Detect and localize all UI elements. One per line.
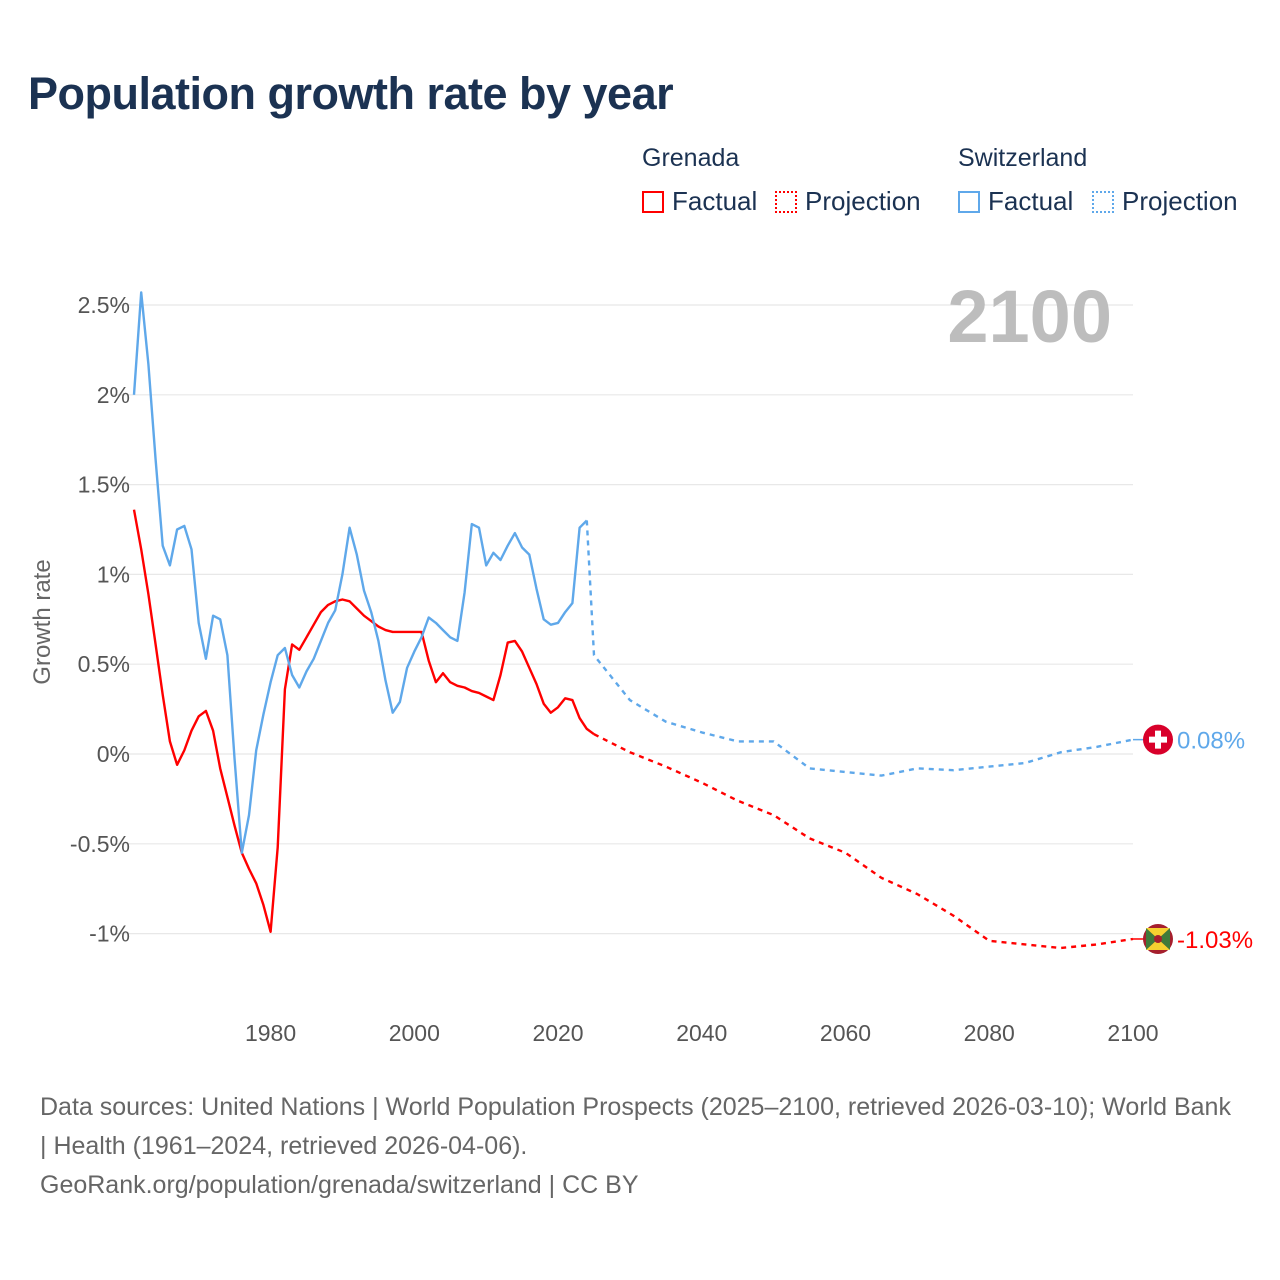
legend-swatch-dotted-icon	[775, 190, 797, 213]
y-tick-label: 1.5%	[78, 472, 130, 498]
x-tick-label: 2060	[820, 1020, 871, 1046]
y-axis-label: Growth rate	[29, 559, 56, 684]
chart-title: Population growth rate by year	[28, 68, 674, 119]
y-tick-label: 2%	[97, 382, 130, 408]
legend-group-grenada: Grenada	[642, 144, 740, 172]
end-value-label: -1.03%	[1177, 927, 1253, 954]
legend-grenada-projection[interactable]: Projection	[775, 186, 921, 217]
footer: Data sources: United Nations | World Pop…	[40, 1088, 1240, 1205]
legend-swatch-solid-icon	[642, 190, 664, 213]
x-tick-label: 2040	[676, 1020, 727, 1046]
y-tick-label: 0%	[97, 741, 130, 767]
legend-grenada-factual[interactable]: Factual	[642, 186, 757, 217]
x-tick-label: 2100	[1107, 1020, 1158, 1046]
grenada-flag-icon	[1143, 923, 1173, 954]
legend-label: Factual	[988, 186, 1074, 216]
x-tick-label: 2080	[964, 1020, 1015, 1046]
legend-switzerland-factual[interactable]: Factual	[958, 186, 1073, 217]
series-line-switzerland-projection	[585, 520, 1134, 777]
data-sources: Data sources: United Nations | World Pop…	[40, 1093, 1231, 1160]
switzerland-flag-icon	[1143, 724, 1173, 755]
legend-group-switzerland: Switzerland	[958, 144, 1088, 172]
legend-switzerland-projection[interactable]: Projection	[1092, 186, 1238, 217]
x-tick-label: 2000	[389, 1020, 440, 1046]
x-tick-label: 1980	[245, 1020, 296, 1046]
legend-swatch-dotted-icon	[1092, 190, 1114, 213]
y-tick-label: 2.5%	[78, 292, 130, 318]
y-tick-label: -0.5%	[70, 831, 130, 857]
y-tick-label: 0.5%	[78, 651, 130, 677]
legend-swatch-solid-icon	[958, 190, 980, 213]
line-chart: -1% -0.5% 0% 0.5% 1% 1.5% 2% 2.5% 1980 2000 2020 20…	[29, 275, 1253, 1046]
y-tick-label: 1%	[97, 561, 130, 587]
series-line-grenada-projection	[593, 733, 1134, 950]
legend-label: Factual	[672, 186, 758, 216]
series-line-grenada-factual	[132, 509, 595, 933]
source-link[interactable]: GeoRank.org/population/grenada/switzerla…	[40, 1171, 639, 1199]
end-value-label: 0.08%	[1177, 728, 1245, 755]
legend-label: Projection	[805, 186, 921, 216]
y-tick-label: -1%	[89, 921, 130, 947]
legend-label: Projection	[1122, 186, 1238, 216]
year-watermark: 2100	[947, 275, 1112, 358]
series-line-switzerland-factual	[132, 291, 588, 854]
x-tick-label: 2020	[532, 1020, 583, 1046]
